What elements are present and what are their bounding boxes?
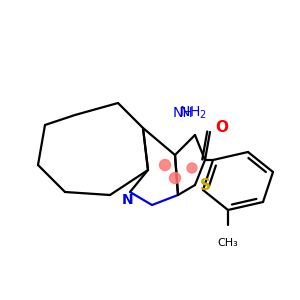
- Text: $\mathregular{NH_2}$: $\mathregular{NH_2}$: [179, 105, 207, 121]
- Text: NH: NH: [172, 106, 193, 120]
- Circle shape: [160, 160, 170, 170]
- Circle shape: [169, 172, 181, 184]
- Text: O: O: [215, 119, 229, 134]
- Text: S: S: [200, 178, 211, 193]
- Text: CH₃: CH₃: [218, 238, 239, 248]
- Circle shape: [187, 163, 197, 173]
- Text: N: N: [122, 193, 134, 207]
